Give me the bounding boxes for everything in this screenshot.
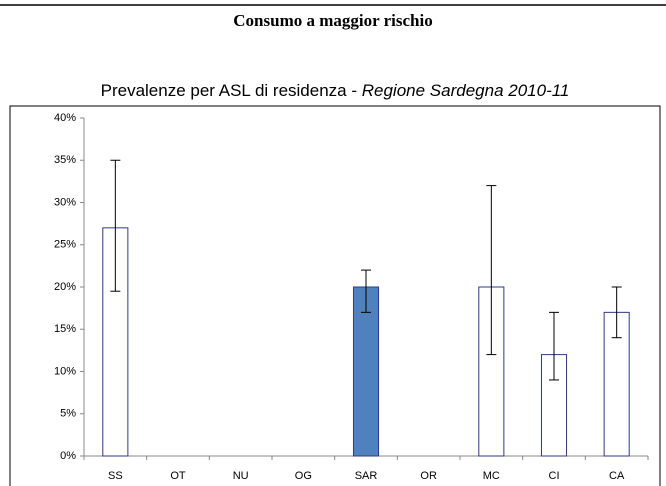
x-tick-label: CI	[549, 470, 560, 482]
y-tick-label: 20%	[54, 281, 76, 293]
bar	[352, 286, 380, 457]
chart-title: Consumo a maggior rischio	[233, 11, 432, 30]
x-tick-label: SAR	[355, 470, 378, 482]
y-tick-label: 30%	[54, 196, 76, 208]
x-tick-label: OG	[295, 470, 312, 482]
x-tick-label: NU	[233, 470, 249, 482]
subtitle-text: Prevalenze per ASL di residenza -	[101, 81, 362, 100]
x-tick-label: SS	[108, 470, 123, 482]
y-tick-label: 25%	[54, 239, 76, 251]
y-tick-label: 15%	[54, 323, 76, 335]
x-tick-label: MC	[483, 470, 500, 482]
x-tick-label: CA	[609, 470, 625, 482]
y-tick-label: 35%	[54, 154, 76, 166]
subtitle-italic: Regione Sardegna 2010-11	[362, 81, 570, 100]
y-tick-label: 10%	[54, 365, 76, 377]
chart-frame	[9, 105, 661, 486]
x-tick-label: OT	[170, 470, 186, 482]
x-tick-label: OR	[420, 470, 437, 482]
y-tick-label: 0%	[60, 450, 76, 462]
y-tick-label: 40%	[54, 112, 76, 124]
y-tick-label: 5%	[60, 408, 76, 420]
chart-subtitle: Prevalenze per ASL di residenza - Region…	[101, 81, 570, 100]
